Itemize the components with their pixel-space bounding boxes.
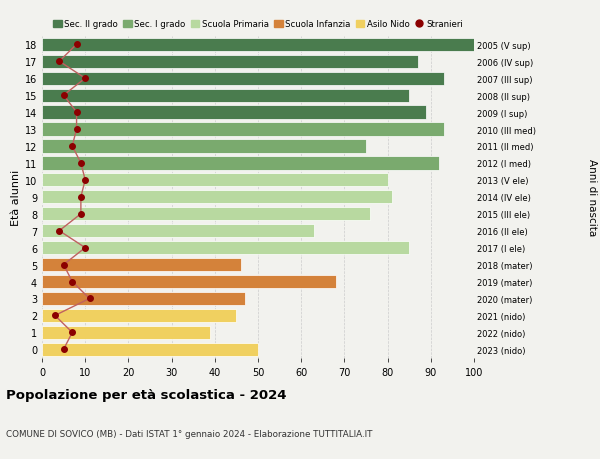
Text: COMUNE DI SOVICO (MB) - Dati ISTAT 1° gennaio 2024 - Elaborazione TUTTITALIA.IT: COMUNE DI SOVICO (MB) - Dati ISTAT 1° ge… xyxy=(6,429,373,438)
Bar xyxy=(42,123,444,136)
Legend: Sec. II grado, Sec. I grado, Scuola Primaria, Scuola Infanzia, Asilo Nido, Stran: Sec. II grado, Sec. I grado, Scuola Prim… xyxy=(53,20,463,29)
Bar xyxy=(42,326,211,339)
Text: Anni di nascita: Anni di nascita xyxy=(587,159,597,236)
Bar xyxy=(42,56,418,69)
Bar xyxy=(42,157,439,170)
Bar xyxy=(42,90,409,102)
Bar xyxy=(42,224,314,238)
Bar xyxy=(42,241,409,255)
Y-axis label: Età alunni: Età alunni xyxy=(11,169,20,225)
Bar xyxy=(42,39,474,52)
Bar xyxy=(42,140,366,153)
Bar xyxy=(42,292,245,305)
Bar xyxy=(42,106,427,119)
Bar xyxy=(42,73,444,85)
Bar xyxy=(42,174,388,187)
Bar xyxy=(42,275,336,289)
Bar xyxy=(42,207,370,221)
Bar xyxy=(42,258,241,272)
Bar xyxy=(42,309,236,322)
Bar xyxy=(42,343,258,356)
Text: Popolazione per età scolastica - 2024: Popolazione per età scolastica - 2024 xyxy=(6,388,287,401)
Bar xyxy=(42,191,392,204)
